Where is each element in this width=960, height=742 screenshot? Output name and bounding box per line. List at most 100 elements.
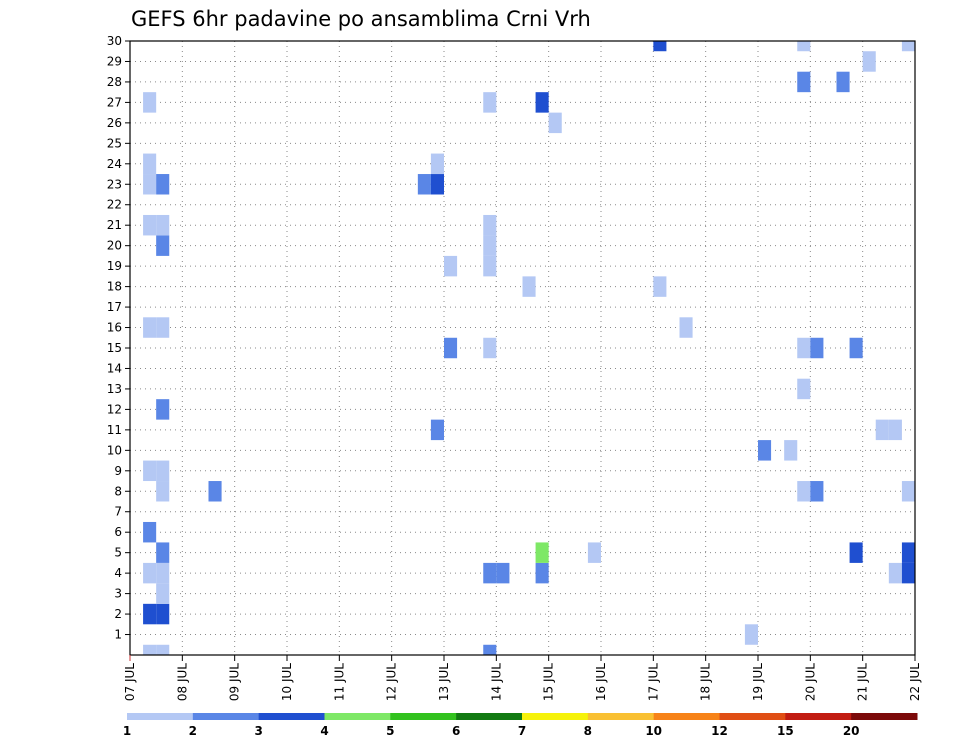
heatmap-cell [143, 562, 157, 584]
heatmap-cell [430, 153, 444, 175]
x-tick-label: 13 JUL [437, 663, 451, 701]
heatmap-cell [483, 214, 497, 236]
heatmap-cells [143, 41, 915, 655]
y-tick-label: 17 [107, 300, 122, 314]
heatmap-cell [901, 41, 915, 52]
heatmap-cell [156, 644, 170, 655]
y-tick-label: 29 [107, 54, 122, 68]
x-axis: 07 JUL 08 JUL 09 JUL 10 JUL 11 JUL 12 JUL 13 J… [123, 655, 922, 701]
heatmap-cell [797, 41, 811, 52]
heatmap-cell [143, 521, 157, 543]
x-tick-label: 15 JUL [542, 663, 556, 701]
heatmap-cell [875, 419, 889, 441]
heatmap-cell [156, 235, 170, 256]
heatmap-cell [888, 562, 902, 584]
heatmap-cell [535, 92, 549, 113]
heatmap-cell [797, 337, 811, 359]
y-tick-label: 30 [107, 34, 122, 48]
heatmap-cell [417, 174, 431, 195]
x-tick-label: 09 JUL [228, 663, 242, 701]
heatmap-cell [522, 276, 536, 297]
y-tick-label: 13 [107, 382, 122, 396]
heatmap-cell [797, 378, 811, 400]
heatmap-cell [784, 440, 798, 461]
colorbar-label: 6 [452, 724, 460, 738]
heatmap-cell [483, 562, 497, 584]
colorbar-segment [522, 713, 589, 720]
heatmap-cell [143, 603, 157, 625]
y-tick-label: 8 [114, 484, 122, 498]
colorbar-segment [785, 713, 852, 720]
y-tick-label: 21 [107, 218, 122, 232]
x-tick-label: 21 JUL [856, 663, 870, 701]
colorbar-label: 4 [320, 724, 328, 738]
heatmap-cell [548, 112, 562, 134]
y-tick-label: 20 [107, 239, 122, 253]
colorbar-label: 15 [777, 724, 794, 738]
x-tick-label: 12 JUL [385, 663, 399, 701]
y-tick-label: 11 [107, 423, 122, 437]
heatmap-cell [156, 317, 170, 338]
colorbar-segment [127, 713, 194, 720]
colorbar-segment [390, 713, 457, 720]
heatmap-cell [483, 337, 497, 359]
x-tick-label: 18 JUL [699, 663, 713, 701]
heatmap-cell [444, 337, 458, 359]
y-tick-label: 12 [107, 402, 122, 416]
y-tick-label: 23 [107, 177, 122, 191]
heatmap-cell [744, 624, 758, 645]
x-tick-label: 16 JUL [594, 663, 608, 701]
y-tick-label: 14 [107, 361, 122, 375]
heatmap-cell [430, 419, 444, 441]
x-tick-label: 14 JUL [489, 663, 503, 701]
colorbar-label: 8 [584, 724, 592, 738]
x-tick-label: 08 JUL [175, 663, 189, 701]
x-tick-label: 07 JUL [123, 663, 137, 701]
colorbar-label: 3 [254, 724, 262, 738]
heatmap-cell [156, 460, 170, 482]
heatmap-cell [143, 317, 157, 338]
y-tick-label: 2 [114, 607, 122, 621]
y-tick-label: 27 [107, 95, 122, 109]
y-tick-label: 28 [107, 75, 122, 89]
colorbar-label: 12 [711, 724, 728, 738]
heatmap-cell [430, 174, 444, 195]
y-tick-label: 4 [114, 566, 122, 580]
colorbar-segment [456, 713, 523, 720]
heatmap-cell [483, 235, 497, 256]
heatmap-cell [653, 41, 667, 52]
x-tick-label: 20 JUL [803, 663, 817, 701]
heatmap-cell [758, 440, 772, 461]
x-tick-label: 11 JUL [332, 663, 346, 701]
heatmap-cell [156, 481, 170, 502]
heatmap-cell [156, 214, 170, 236]
heatmap-cell [156, 542, 170, 563]
y-tick-label: 26 [107, 116, 122, 130]
y-tick-label: 9 [114, 464, 122, 478]
heatmap-cell [483, 644, 497, 655]
heatmap-cell [143, 460, 157, 482]
colorbar-segment [192, 713, 260, 720]
heatmap-cell [156, 174, 170, 195]
y-tick-label: 24 [107, 157, 122, 171]
x-tick-label: 10 JUL [280, 663, 294, 701]
heatmap-cell [156, 603, 170, 625]
heatmap-cell [483, 92, 497, 113]
x-tick-label: 22 JUL [908, 663, 922, 701]
colorbar: 1 2 3 4 5 6 7 8 10 12 15 20 [123, 713, 918, 738]
heatmap-cell [653, 276, 667, 297]
heatmap-cell [901, 562, 915, 584]
colorbar-label: 2 [189, 724, 197, 738]
chart-title: GEFS 6hr padavine po ansamblima Crni Vrh [131, 7, 591, 31]
colorbar-segment [324, 713, 391, 720]
heatmap-cell [888, 419, 902, 441]
colorbar-label: 7 [518, 724, 526, 738]
heatmap-cell [901, 481, 915, 502]
colorbar-label: 20 [843, 724, 860, 738]
heatmap-cell [862, 51, 876, 72]
heatmap-cell [143, 644, 157, 655]
heatmap-cell [849, 337, 863, 359]
y-tick-label: 7 [114, 505, 122, 519]
heatmap-cell [797, 71, 811, 93]
heatmap-cell [143, 214, 157, 236]
